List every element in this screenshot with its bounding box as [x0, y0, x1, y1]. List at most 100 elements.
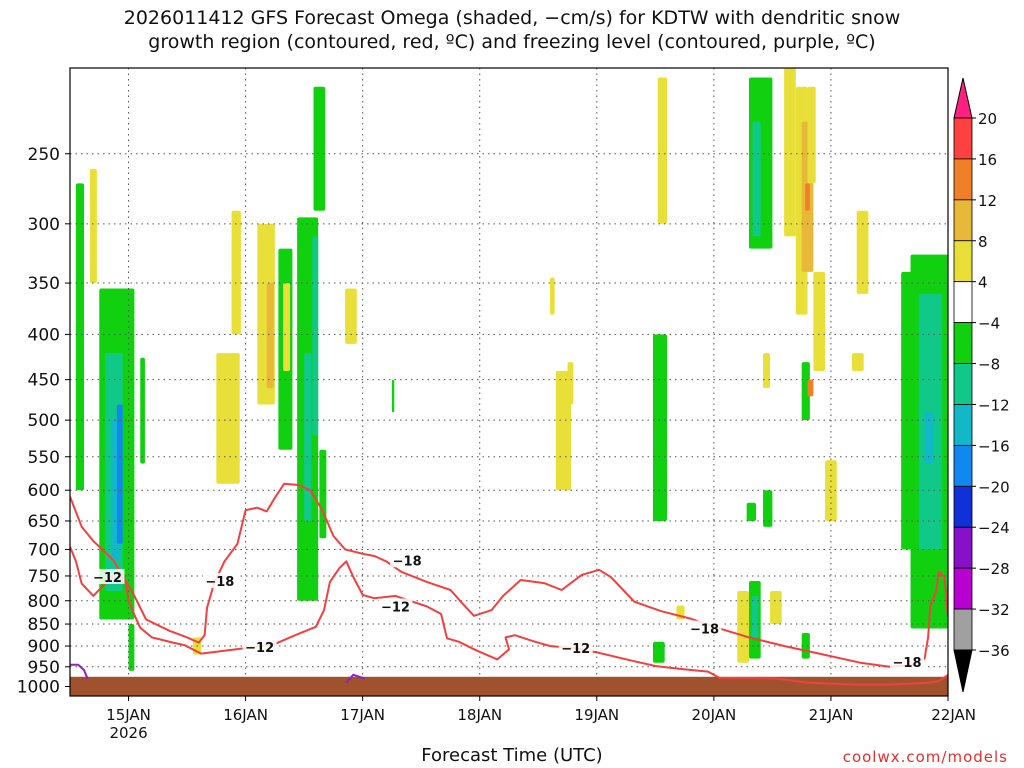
- omega-cell-44: [801, 362, 810, 421]
- colorbar-bottom-arrow: [953, 649, 973, 693]
- colorbar-swatch-6: [953, 363, 973, 405]
- omega-cell-1: [89, 168, 97, 284]
- omega-cell-45: [807, 379, 814, 397]
- y-tick-label-650: 650: [28, 512, 60, 532]
- colorbar-label-8: −16: [978, 437, 1010, 455]
- contour-label-bg-3: [390, 552, 425, 568]
- contour-label-6: −18: [690, 623, 719, 638]
- x-tick-label-6: 21JAN: [809, 706, 854, 724]
- contour-labels: −12 −18 −12 −18 −12 −12 −18 −18: [90, 552, 925, 671]
- x-tick-label-4: 19JAN: [574, 706, 619, 724]
- contour-label-bg-4: [378, 598, 413, 614]
- contour-label-bg-2: [242, 638, 277, 654]
- omega-cell-24: [567, 362, 574, 405]
- colorbar-swatch-5: [953, 322, 973, 364]
- contour-label-bg-5: [558, 640, 593, 656]
- omega-cell-36: [763, 353, 771, 389]
- x-axis-label: Forecast Time (UTC): [421, 745, 603, 766]
- omega-cell-14: [283, 283, 291, 372]
- omega-cell-23: [555, 371, 572, 491]
- colorbar-label-5: −4: [978, 315, 1000, 333]
- contour-label-1: −18: [205, 575, 234, 590]
- omega-cell-43: [813, 271, 826, 372]
- omega-cell-47: [825, 460, 837, 521]
- y-tick-label-800: 800: [28, 592, 60, 612]
- y-tick-label-400: 400: [28, 325, 60, 345]
- omega-cell-35: [763, 490, 773, 527]
- x-tick-sublabel-0: 2026: [109, 724, 147, 742]
- colorbar-swatch-12: [953, 608, 973, 651]
- omega-cell-38: [784, 68, 796, 237]
- colorbar-swatch-1: [953, 158, 973, 201]
- y-tick-label-450: 450: [28, 371, 60, 391]
- omega-cell-37: [770, 591, 782, 625]
- y-tick-label-1000: 1000: [17, 678, 60, 698]
- colorbar-swatch-4: [953, 281, 973, 324]
- contour-label-bg-6: [687, 620, 722, 636]
- omega-cell-21: [391, 379, 395, 413]
- contour-label-7: −18: [893, 656, 922, 671]
- y-tick-label-600: 600: [28, 481, 60, 501]
- colorbar-label-3: 8: [978, 233, 988, 251]
- contour-label-3: −18: [393, 554, 422, 569]
- x-tick-label-7: 22JAN: [931, 706, 976, 724]
- omega-cell-46: [801, 632, 810, 659]
- contour-label-2: −12: [245, 641, 274, 656]
- colorbar-label-9: −20: [978, 478, 1010, 496]
- omega-cell-6: [128, 624, 135, 671]
- omega-cell-5: [116, 404, 123, 544]
- y-tick-label-850: 850: [28, 615, 60, 635]
- omega-cell-7: [140, 357, 145, 464]
- contour-label-bg-0: [90, 568, 125, 584]
- colorbar-label-4: 4: [978, 274, 988, 292]
- omega-cell-19: [313, 86, 326, 211]
- contour-label-0: −12: [93, 571, 122, 586]
- colorbar-label-7: −12: [978, 396, 1010, 414]
- contour-label-4: −12: [381, 600, 410, 615]
- colorbar-label-1: 16: [978, 151, 997, 169]
- y-tick-label-350: 350: [28, 274, 60, 294]
- omega-cell-26: [652, 334, 668, 521]
- omega-cell-49: [852, 353, 864, 372]
- colorbar-swatch-10: [953, 526, 973, 569]
- chart-title: 2026011412 GFS Forecast Omega (shaded, −…: [0, 6, 1024, 54]
- omega-cell-16: [304, 353, 312, 521]
- x-tick-label-1: 16JAN: [223, 706, 268, 724]
- colorbar-swatch-8: [953, 444, 973, 487]
- y-tick-label-250: 250: [28, 145, 60, 165]
- colorbar-label-0: 20: [978, 110, 997, 128]
- plot-frame: [69, 67, 949, 697]
- dgz-contours: [70, 482, 948, 686]
- omega-cell-20: [345, 288, 357, 344]
- freezing-contour-0: [70, 663, 89, 680]
- colorbar-swatch-11: [953, 567, 973, 610]
- colorbar-label-2: 12: [978, 192, 997, 210]
- x-tick-label-2: 17JAN: [340, 706, 385, 724]
- grid-lines: [70, 68, 949, 696]
- omega-cell-53: [924, 412, 934, 464]
- colorbar-top-arrow: [953, 77, 973, 119]
- omega-cell-27: [652, 641, 665, 663]
- y-tick-label-750: 750: [28, 567, 60, 587]
- y-tick-label-500: 500: [28, 411, 60, 431]
- colorbar: 20 16 12 8 4 −4 −8 −12 −16 −20 −24 −28 −32 −36: [953, 77, 1010, 693]
- colorbar-label-11: −28: [978, 560, 1010, 578]
- contour-label-bg-1: [202, 573, 237, 589]
- colorbar-swatch-7: [953, 404, 973, 446]
- colorbar-label-12: −32: [978, 601, 1010, 619]
- x-tick-label-3: 18JAN: [457, 706, 502, 724]
- colorbar-label-10: −24: [978, 519, 1010, 537]
- contour-label-5: −12: [561, 642, 590, 657]
- y-tick-label-950: 950: [28, 658, 60, 678]
- omega-cell-22: [549, 277, 555, 315]
- omega-cell-32: [752, 121, 761, 237]
- y-tick-label-550: 550: [28, 448, 60, 468]
- omega-cell-48: [856, 210, 869, 294]
- y-tick-label-700: 700: [28, 540, 60, 560]
- colorbar-label-13: −36: [978, 642, 1010, 660]
- x-tick-label-5: 20JAN: [691, 706, 736, 724]
- contour-label-bg-7: [890, 653, 925, 669]
- omega-cell-0: [75, 183, 85, 491]
